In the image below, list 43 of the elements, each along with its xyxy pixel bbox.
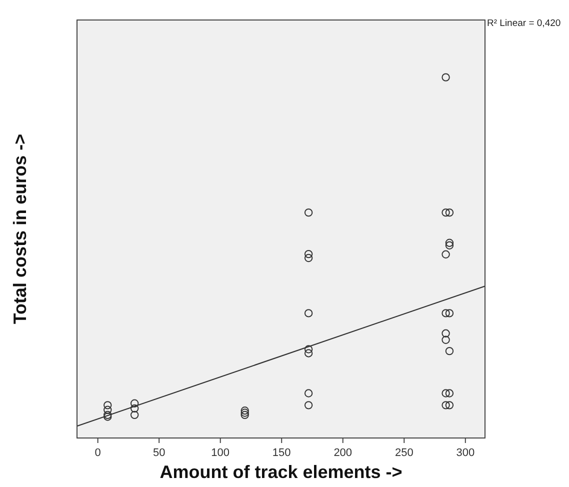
point bbox=[304, 208, 313, 217]
point bbox=[304, 309, 313, 318]
point bbox=[304, 345, 313, 354]
x-tick-label: 50 bbox=[152, 447, 166, 459]
point bbox=[445, 208, 454, 217]
point bbox=[304, 389, 313, 398]
x-tick-label: 150 bbox=[272, 447, 291, 459]
point bbox=[104, 406, 112, 414]
point bbox=[130, 399, 139, 408]
x-tick-label: 0 bbox=[94, 447, 101, 459]
x-tick-label: 300 bbox=[456, 447, 475, 459]
point bbox=[445, 401, 454, 410]
point bbox=[442, 73, 450, 82]
point bbox=[240, 406, 249, 415]
point bbox=[104, 412, 112, 421]
point bbox=[442, 336, 450, 344]
x-tick-label: 250 bbox=[394, 447, 414, 459]
point bbox=[445, 346, 454, 356]
point bbox=[104, 410, 112, 420]
y-axis-title: Total costs in euros -> bbox=[10, 134, 30, 324]
point bbox=[130, 410, 139, 420]
point bbox=[104, 401, 112, 410]
x-tick-label: 100 bbox=[211, 447, 230, 459]
point bbox=[445, 389, 454, 398]
point bbox=[304, 349, 313, 358]
point bbox=[304, 254, 313, 262]
point bbox=[442, 401, 450, 410]
point bbox=[445, 238, 454, 247]
point bbox=[442, 329, 450, 338]
text: R² Linear = 0,420 bbox=[487, 18, 561, 29]
point bbox=[445, 309, 454, 318]
point bbox=[442, 208, 450, 217]
point bbox=[445, 241, 454, 250]
point bbox=[130, 404, 139, 413]
x-axis-title: Amount of track elements -> bbox=[160, 462, 402, 482]
point bbox=[442, 389, 450, 398]
point bbox=[240, 408, 249, 417]
point bbox=[442, 309, 450, 318]
x-tick-label: 200 bbox=[334, 447, 352, 459]
point bbox=[240, 410, 249, 420]
point bbox=[304, 401, 313, 410]
point bbox=[442, 250, 450, 259]
point bbox=[304, 250, 313, 258]
